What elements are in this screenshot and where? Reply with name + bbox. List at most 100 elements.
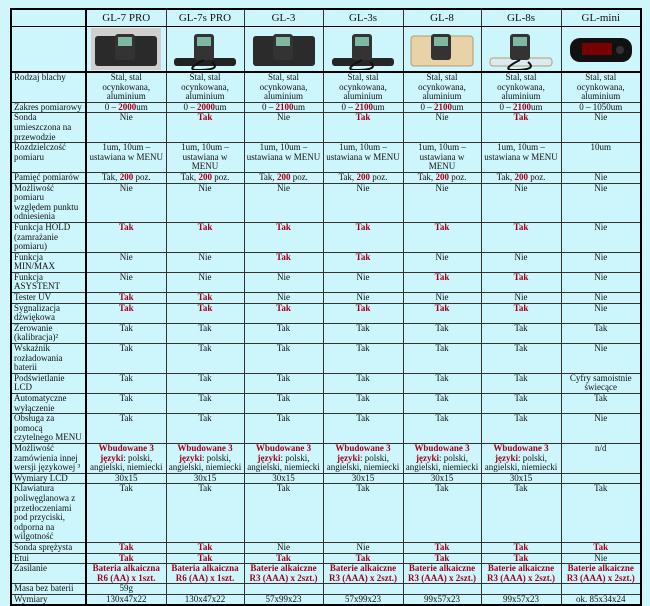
cell-text: Tak — [119, 413, 133, 424]
cell-text: um — [372, 102, 385, 112]
cell-text: Tak, — [496, 172, 515, 182]
cell-text: Nie — [594, 112, 608, 123]
cell-text: Tak — [435, 483, 449, 494]
table-cell: Nie — [85, 182, 167, 223]
table-cell: 0 – 2100um — [480, 101, 562, 114]
table-cell: Nie — [560, 271, 642, 294]
cell-text: Nie — [594, 252, 608, 262]
table-cell: Wbudowane 3 języki: polski, angielski, n… — [480, 442, 562, 474]
model-name: GL-3 — [243, 8, 324, 27]
table-cell: Tak, 200 poz. — [402, 171, 482, 184]
cell-text: Tak — [276, 343, 291, 354]
row-label: Obsługa za pomocą czytelnego MENU — [10, 413, 87, 444]
cell-text: 30x15 — [351, 473, 375, 483]
table-cell: Wbudowane 3 języki: polski, angielski, n… — [243, 442, 324, 474]
table-cell: Tak — [322, 302, 404, 324]
cell-text: Stal, stal ocynkowana, aluminium — [497, 72, 545, 102]
row-label: Automatyczne wyłączenie — [10, 392, 87, 415]
table-row: Obsługa za pomocą czytelnego MENU Tak Tak T… — [10, 413, 642, 444]
cell-text: Tak — [435, 413, 449, 424]
row-label: Tester UV — [10, 292, 87, 304]
gauge-image-icon — [328, 28, 398, 70]
cell-text: Tak — [514, 323, 528, 333]
cell-text: Stal, stal ocynkowana, aluminium — [259, 72, 308, 102]
cell-text: Nie — [356, 292, 370, 303]
row-label: Możliwość pomiaru względem punktu odnies… — [10, 182, 87, 223]
product-image — [165, 26, 245, 73]
table-cell: Tak — [480, 552, 562, 565]
row-label: Pamięć pomiarów — [10, 171, 87, 184]
table-row: Wskaźnik rozładowania baterii Tak Tak Tak Ta… — [10, 343, 642, 374]
table-cell: Stal, stal ocynkowana, aluminium — [560, 71, 642, 103]
product-image — [560, 26, 642, 73]
highlight-value: Wbudowane 3 języki — [255, 443, 312, 463]
table-cell: Tak — [243, 302, 324, 324]
table-cell — [165, 583, 245, 595]
table-cell: 99x57x23 — [402, 593, 482, 606]
cell-text: Tak — [276, 483, 291, 494]
table-cell: Nie — [560, 251, 642, 273]
model-name: GL-3s — [322, 8, 404, 27]
cell-text: poz. — [369, 172, 388, 182]
table-cell: Tak, 200 poz. — [85, 171, 167, 184]
table-cell: Nie — [322, 182, 404, 223]
table-cell: Tak, 200 poz. — [165, 171, 245, 184]
table-cell: 57x99x23 — [243, 593, 324, 606]
cell-text: Tak, — [180, 172, 199, 182]
cell-text: Tak — [356, 323, 370, 333]
table-cell — [322, 583, 404, 595]
table-cell: Nie — [165, 251, 245, 273]
table-cell: Tak — [165, 552, 245, 565]
table-cell: Nie — [402, 112, 482, 144]
cell-text: Nie — [594, 292, 608, 303]
table-cell: Tak — [480, 221, 562, 253]
cell-text: Nie — [119, 112, 133, 123]
table-cell: Tak — [85, 413, 167, 444]
highlight-value: Tak — [276, 252, 291, 262]
table-cell: Tak — [480, 392, 562, 415]
cell-text: Tak — [198, 373, 212, 383]
cell-text: Tak — [276, 323, 291, 333]
cell-text: Nie — [356, 272, 370, 282]
cell-text: Nie — [277, 272, 290, 282]
cell-text: 99x57x23 — [503, 594, 539, 604]
table-cell: 30x15 — [402, 472, 482, 485]
table-cell: Tak — [243, 483, 324, 543]
highlight-value: Tak — [513, 542, 529, 552]
table-cell: Nie — [560, 302, 642, 324]
cell-text: 30x15 — [509, 473, 533, 483]
table-row: Tester UV Tak Tak Nie Nie Nie Nie Nie — [10, 292, 642, 304]
table-cell: Tak — [402, 271, 482, 294]
cell-text: Tak — [119, 483, 133, 494]
table-cell: Tak — [402, 552, 482, 565]
table-cell: Nie — [322, 292, 404, 304]
table-cell: Nie — [560, 552, 642, 565]
row-label: Klawiatura poliwęglanowa z przetłoczenia… — [10, 483, 87, 543]
highlight-value: 200 — [514, 172, 528, 182]
row-label: Wymiary — [10, 593, 87, 606]
table-cell: Tak — [243, 552, 324, 565]
highlight-value: Tak — [513, 272, 529, 282]
highlight-value: 200 — [119, 172, 134, 182]
table-row: Sonda sprężysta Tak Tak Nie Nie Tak Tak Tak — [10, 541, 642, 554]
row-label: Funkcja MIN/MAX — [10, 251, 87, 273]
cell-text: Tak, — [101, 172, 120, 182]
row-label: Etui — [10, 552, 87, 565]
cell-text: Tak, — [417, 172, 436, 182]
cell-text: 130x47x22 — [184, 594, 226, 604]
cell-text: n/d — [594, 443, 607, 453]
cell-text: 0 – — [104, 102, 119, 112]
cell-text: 0 – — [420, 102, 434, 112]
table-cell: Nie — [85, 112, 167, 144]
highlight-value: Tak — [197, 112, 213, 123]
cell-text: um — [530, 102, 543, 112]
highlight-value: Wbudowane 3 języki — [335, 443, 391, 463]
table-cell: Tak — [165, 372, 245, 395]
row-label: Zasilanie — [10, 563, 87, 585]
table-cell: 1um, 10um – ustawiana w MENU — [322, 142, 404, 173]
table-cell: Tak — [480, 541, 562, 554]
table-cell: 130x47x22 — [85, 593, 167, 606]
cell-text: 1um, 10um – ustawiana w MENU — [89, 142, 164, 162]
table-cell: Tak — [402, 541, 482, 554]
table-row: Wymiary LCD 30x15 30x15 30x15 30x15 30x15 30x1… — [10, 472, 642, 485]
